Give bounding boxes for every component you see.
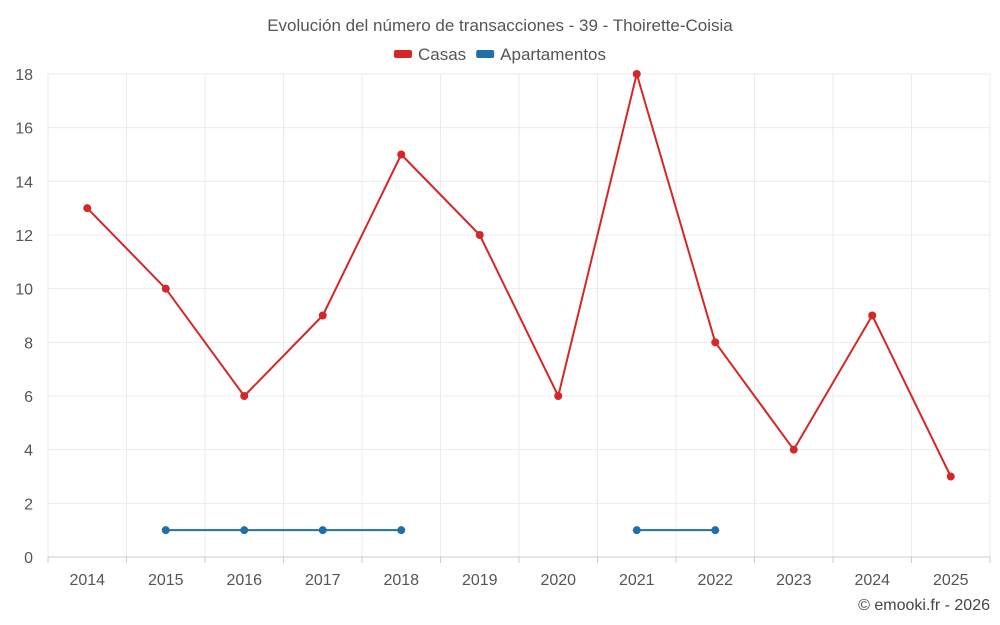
y-tick-label: 0 <box>24 550 33 567</box>
y-tick-label: 12 <box>15 228 33 245</box>
y-tick-label: 16 <box>15 121 33 138</box>
y-tick-label: 8 <box>24 335 33 352</box>
data-point[interactable] <box>868 311 877 320</box>
legend-swatch <box>393 50 412 58</box>
x-tick-label: 2016 <box>226 572 262 589</box>
data-point[interactable] <box>554 392 563 400</box>
data-point[interactable] <box>318 526 327 535</box>
y-tick-label: 10 <box>15 282 33 299</box>
data-point[interactable] <box>475 231 484 239</box>
x-tick-label: 2025 <box>933 572 969 589</box>
x-tick-label: 2014 <box>69 572 105 589</box>
axes: 0 2 4 6 8 10 12 14 16 18 2014 2015 2016 2017 2018 2019 2… <box>15 67 991 589</box>
chart-title: Evolución del número de transacciones - … <box>267 16 733 35</box>
x-tick-label: 2022 <box>697 572 733 589</box>
data-point[interactable] <box>318 311 327 320</box>
legend-swatch <box>476 50 495 58</box>
data-point[interactable] <box>240 392 249 400</box>
legend-item-casas[interactable]: Casas <box>393 45 466 64</box>
y-tick-label: 2 <box>24 496 33 513</box>
x-tick-label: 2020 <box>540 572 576 589</box>
series-line <box>86 73 952 477</box>
legend-label: Casas <box>418 45 466 64</box>
y-tick-label: 14 <box>15 174 33 191</box>
series-casas <box>83 70 955 481</box>
data-point[interactable] <box>711 526 720 535</box>
data-point[interactable] <box>789 445 798 454</box>
credit-text: © emooki.fr - 2026 <box>858 597 990 614</box>
x-tick-label: 2023 <box>776 572 812 589</box>
x-tick-label: 2019 <box>462 572 498 589</box>
legend: Casas Apartamentos <box>393 45 606 64</box>
x-tick-label: 2015 <box>148 572 184 589</box>
legend-label: Apartamentos <box>500 45 606 64</box>
x-tick-label: 2021 <box>619 572 655 589</box>
x-tick-label: 2018 <box>383 572 419 589</box>
legend-item-apartamentos[interactable]: Apartamentos <box>476 45 606 64</box>
series-apartamentos <box>161 526 720 535</box>
data-point[interactable] <box>946 472 955 481</box>
y-tick-label: 4 <box>24 443 33 460</box>
grid-lines <box>47 73 991 557</box>
y-tick-label: 6 <box>24 389 33 406</box>
data-point[interactable] <box>632 526 641 535</box>
data-point[interactable] <box>161 284 170 293</box>
data-point[interactable] <box>632 70 641 78</box>
data-point[interactable] <box>711 338 720 347</box>
data-point[interactable] <box>397 526 406 535</box>
data-point[interactable] <box>161 526 170 535</box>
x-tick-label: 2017 <box>305 572 341 589</box>
y-tick-label: 18 <box>15 67 33 84</box>
data-point[interactable] <box>83 204 92 213</box>
x-tick-label: 2024 <box>854 572 890 589</box>
data-point[interactable] <box>240 526 249 535</box>
series-group <box>83 70 955 535</box>
data-point[interactable] <box>397 150 406 159</box>
